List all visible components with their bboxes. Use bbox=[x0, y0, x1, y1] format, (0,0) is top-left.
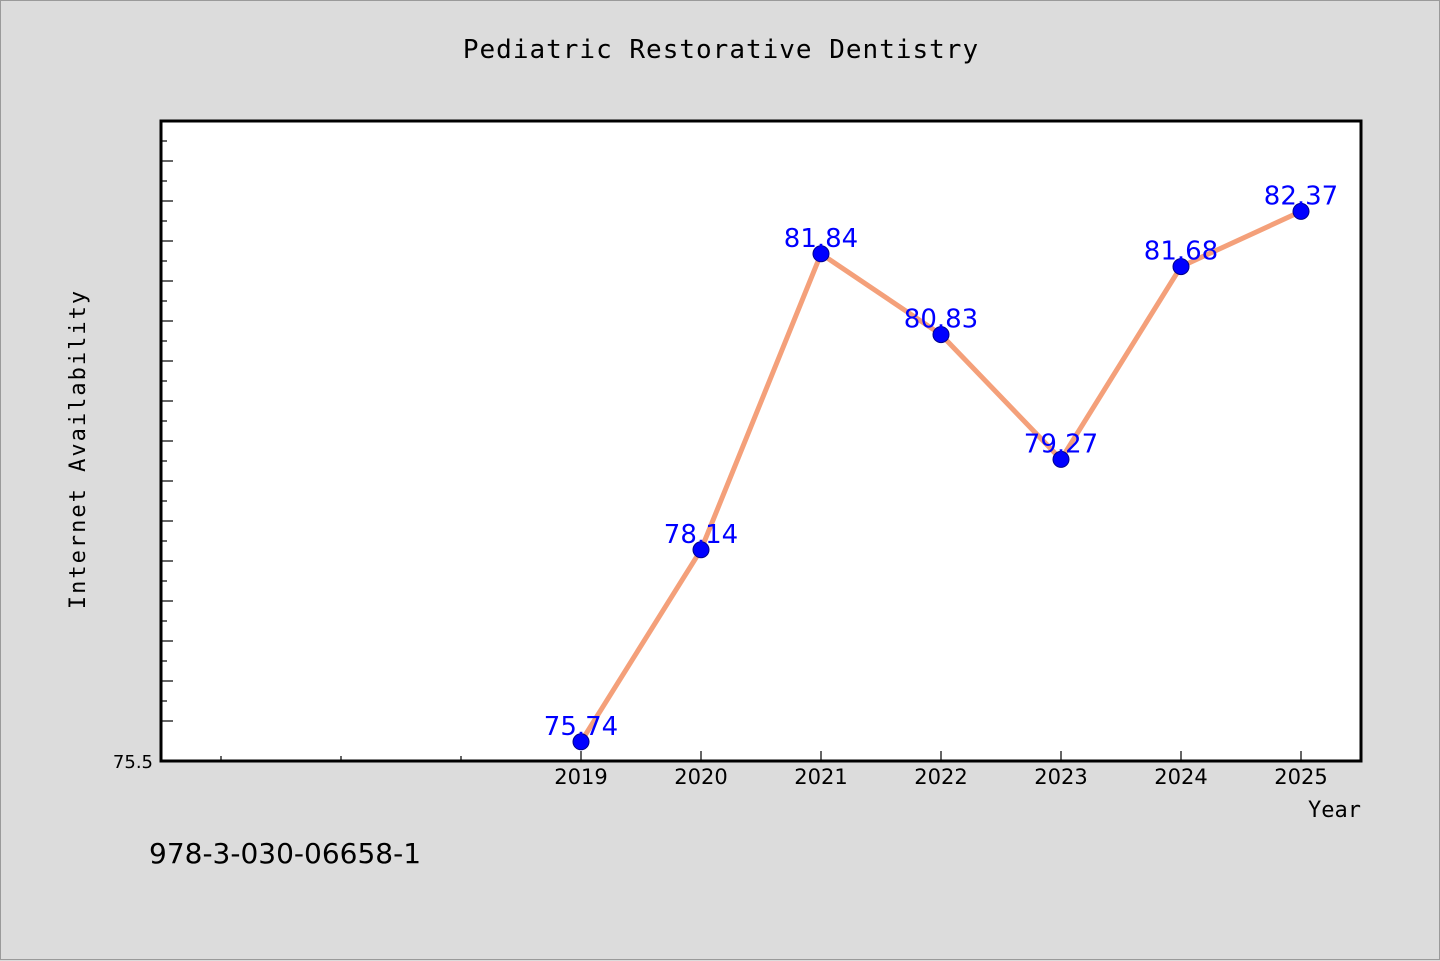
data-label: 81.84 bbox=[784, 224, 858, 254]
y-axis-ticks bbox=[161, 140, 173, 722]
plot-area bbox=[159, 119, 1363, 763]
y-tick-label: 75.5 bbox=[113, 752, 153, 773]
x-tick-label: 2020 bbox=[674, 765, 727, 789]
data-point bbox=[1292, 202, 1310, 220]
data-markers bbox=[572, 202, 1310, 751]
data-point bbox=[1172, 258, 1190, 276]
x-tick-label: 2024 bbox=[1154, 765, 1207, 789]
chart-title: Pediatric Restorative Dentistry bbox=[462, 35, 980, 65]
data-label: 81.68 bbox=[1144, 237, 1218, 267]
data-label: 78.14 bbox=[664, 520, 738, 550]
x-axis-tick-labels: 2019 2020 2021 2022 2023 2024 2025 bbox=[554, 751, 1328, 789]
x-tick-label: 2019 bbox=[554, 765, 607, 789]
data-point bbox=[692, 541, 710, 559]
x-tick-label: 2025 bbox=[1274, 765, 1327, 789]
x-axis-minor-ticks bbox=[220, 756, 462, 761]
data-labels: 75.74 78.14 81.84 80.83 79.27 81.68 82.37 bbox=[544, 181, 1338, 741]
data-point bbox=[1052, 450, 1070, 468]
data-label: 82.37 bbox=[1264, 181, 1338, 211]
data-label: 80.83 bbox=[904, 305, 978, 335]
data-label: 79.27 bbox=[1024, 429, 1098, 459]
data-point bbox=[812, 245, 830, 263]
x-tick-label: 2023 bbox=[1034, 765, 1087, 789]
x-tick-label: 2021 bbox=[794, 765, 847, 789]
data-point bbox=[572, 733, 590, 751]
data-label: 75.74 bbox=[544, 712, 618, 742]
x-axis-label: Year bbox=[1308, 798, 1361, 823]
isbn-text: 978-3-030-06658-1 bbox=[149, 837, 422, 870]
data-point bbox=[932, 326, 950, 344]
x-tick-label: 2022 bbox=[914, 765, 967, 789]
y-axis-label: Internet Availability bbox=[66, 289, 91, 609]
